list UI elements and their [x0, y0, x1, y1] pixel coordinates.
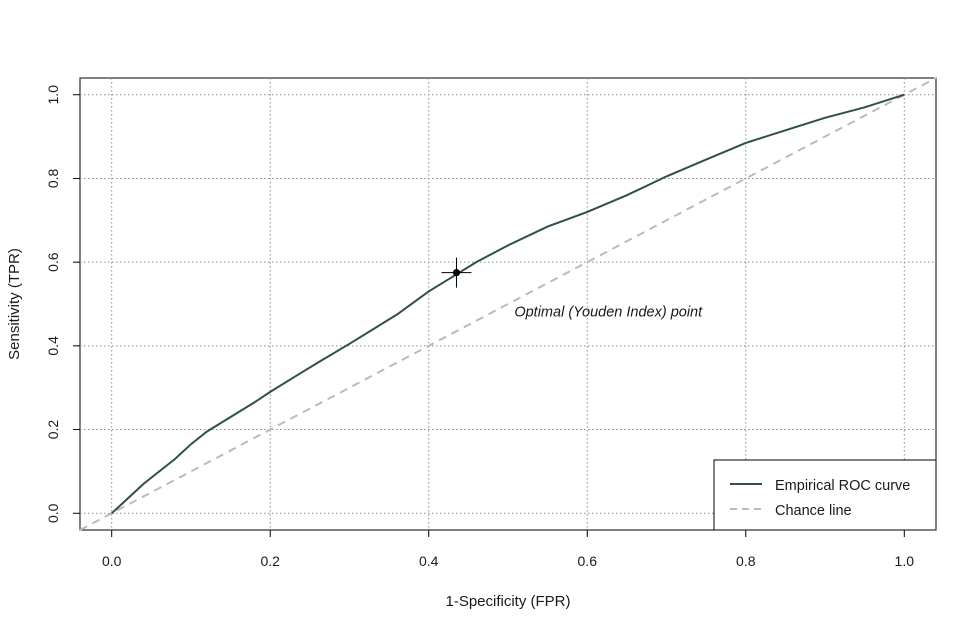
y-axis-ticks: 0.0 0.2 0.4 0.6 0.8 1.0 — [45, 85, 80, 523]
y-axis-title: Sensitivity (TPR) — [6, 248, 23, 360]
annotation-label: Optimal (Youden Index) point — [514, 305, 703, 321]
optimal-point-dot — [452, 269, 461, 277]
x-tick-label: 0.0 — [102, 553, 122, 569]
x-axis-title: 1-Specificity (FPR) — [445, 593, 570, 610]
legend-label-chance: Chance line — [775, 503, 852, 519]
y-tick-label: 0.8 — [45, 169, 61, 189]
chance-line — [79, 77, 937, 531]
x-tick-label: 1.0 — [895, 553, 915, 569]
y-tick-label: 0.2 — [45, 420, 61, 440]
y-tick-label: 0.0 — [45, 503, 61, 523]
series-layer — [79, 77, 937, 531]
legend-label-roc: Empirical ROC curve — [775, 478, 910, 494]
plot-frame — [79, 77, 937, 531]
x-tick-label: 0.4 — [419, 553, 439, 569]
roc-curve-line — [111, 93, 905, 515]
y-tick-label: 0.6 — [45, 252, 61, 272]
legend: Empirical ROC curve Chance line — [713, 459, 937, 531]
x-tick-label: 0.2 — [260, 553, 280, 569]
x-tick-label: 0.8 — [736, 553, 756, 569]
grid — [80, 78, 936, 530]
y-tick-label: 0.4 — [45, 336, 61, 356]
x-axis-ticks: 0.0 0.2 0.4 0.6 0.8 1.0 — [102, 530, 914, 569]
x-tick-label: 0.6 — [578, 553, 598, 569]
y-tick-label: 1.0 — [45, 85, 61, 105]
optimal-point-marker — [441, 257, 472, 288]
legend-box — [713, 459, 937, 531]
